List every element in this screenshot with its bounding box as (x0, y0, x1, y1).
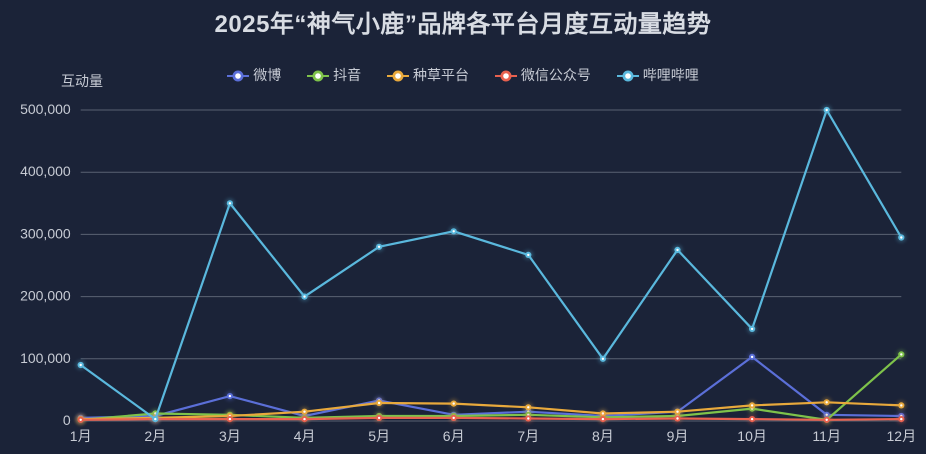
svg-text:400,000: 400,000 (20, 163, 71, 179)
svg-text:1月: 1月 (70, 428, 92, 444)
svg-text:100,000: 100,000 (20, 350, 71, 366)
svg-text:4月: 4月 (294, 428, 316, 444)
svg-text:200,000: 200,000 (20, 288, 71, 304)
svg-text:2月: 2月 (144, 428, 166, 444)
svg-text:0: 0 (63, 412, 71, 428)
svg-text:12月: 12月 (887, 428, 917, 444)
svg-text:8月: 8月 (592, 428, 614, 444)
svg-text:300,000: 300,000 (20, 225, 71, 241)
svg-text:5月: 5月 (368, 428, 390, 444)
svg-text:10月: 10月 (737, 428, 767, 444)
svg-text:6月: 6月 (443, 428, 465, 444)
svg-text:9月: 9月 (667, 428, 689, 444)
svg-text:3月: 3月 (219, 428, 241, 444)
svg-text:7月: 7月 (517, 428, 539, 444)
svg-text:11月: 11月 (812, 428, 841, 444)
svg-text:500,000: 500,000 (20, 101, 71, 117)
